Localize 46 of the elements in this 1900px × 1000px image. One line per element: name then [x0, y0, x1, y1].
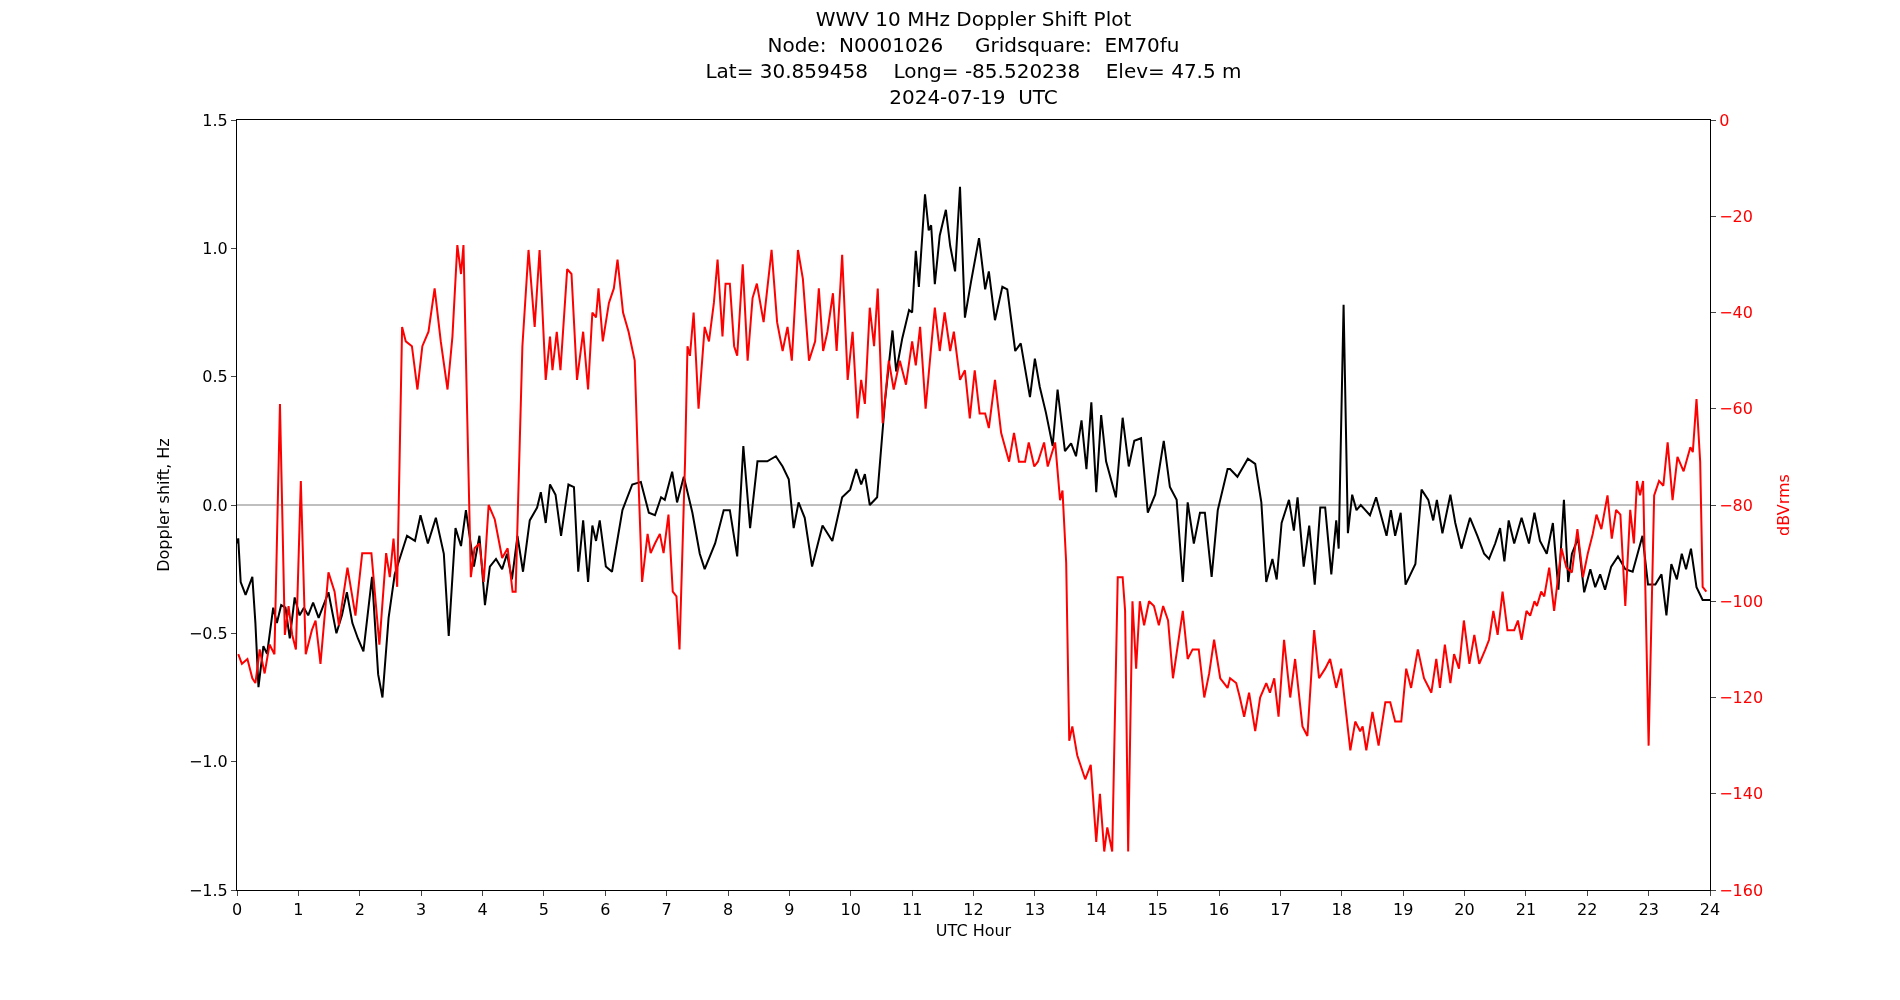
x-tick-label: 17 [1270, 900, 1291, 920]
y-tick-label: −0.5 [188, 623, 228, 643]
x-tick-label: 13 [1024, 900, 1046, 920]
x-tick-label: 2 [354, 900, 365, 920]
x-tick-label: 10 [840, 900, 861, 920]
y2-tick-label: −40 [1719, 303, 1753, 323]
x-tick-label: 15 [1147, 900, 1168, 920]
y-axis-title: Doppler shift, Hz [153, 438, 173, 572]
x-axis-title: UTC Hour [935, 920, 1012, 940]
x-tick-label: 8 [722, 900, 734, 920]
y-tick-label: 0.0 [202, 495, 228, 515]
y2-tick-label: −80 [1719, 495, 1753, 515]
x-tick-label: 23 [1638, 900, 1659, 920]
chart-title: WWV 10 MHz Doppler Shift Plot Node: N0001026 Gridsquare: EM70fu Lat= 30.859458 Long= -85.520238 Elev= 47.5 m 2024-07-19 UTC [705, 7, 1242, 109]
y2-axis-title: dBVrms [1773, 474, 1793, 536]
x-tick-label: 3 [416, 900, 427, 920]
x-tick-label: 18 [1331, 900, 1352, 920]
x-tick-label: 22 [1577, 900, 1598, 920]
x-tick-label: 14 [1086, 900, 1107, 920]
x-tick-label: 5 [538, 900, 549, 920]
x-tick-label: 19 [1392, 900, 1414, 920]
y-tick-label: 1.5 [202, 110, 228, 130]
x-tick-label: 16 [1208, 900, 1230, 920]
x-tick-label: 9 [784, 900, 795, 920]
y2-tick-label: 0 [1719, 110, 1730, 130]
x-tick-label: 6 [600, 900, 611, 920]
y-tick-label: 1.0 [202, 238, 228, 258]
x-tick-label: 12 [963, 900, 984, 920]
x-tick-label: 0 [231, 900, 243, 920]
y-tick-label: −1.0 [188, 752, 228, 772]
y2-tick-label: −120 [1719, 688, 1764, 708]
x-tick-label: 20 [1454, 900, 1475, 920]
y2-tick-label: −20 [1719, 206, 1753, 226]
line-series [237, 244, 1708, 853]
y-tick-label: −1.5 [188, 880, 228, 900]
y2-tick-label: −160 [1719, 880, 1764, 900]
x-tick-label: 7 [661, 900, 672, 920]
x-tick-label: 11 [901, 900, 923, 920]
x-tick-label: 4 [477, 900, 488, 920]
y-tick-label: 0.5 [202, 367, 228, 387]
x-tick-label: 21 [1515, 900, 1537, 920]
y2-tick-label: −60 [1719, 399, 1753, 419]
x-tick-label: 24 [1699, 900, 1721, 920]
x-tick-label: 1 [293, 900, 304, 920]
y2-tick-label: −140 [1719, 784, 1764, 804]
y2-tick-label: −100 [1719, 591, 1764, 611]
